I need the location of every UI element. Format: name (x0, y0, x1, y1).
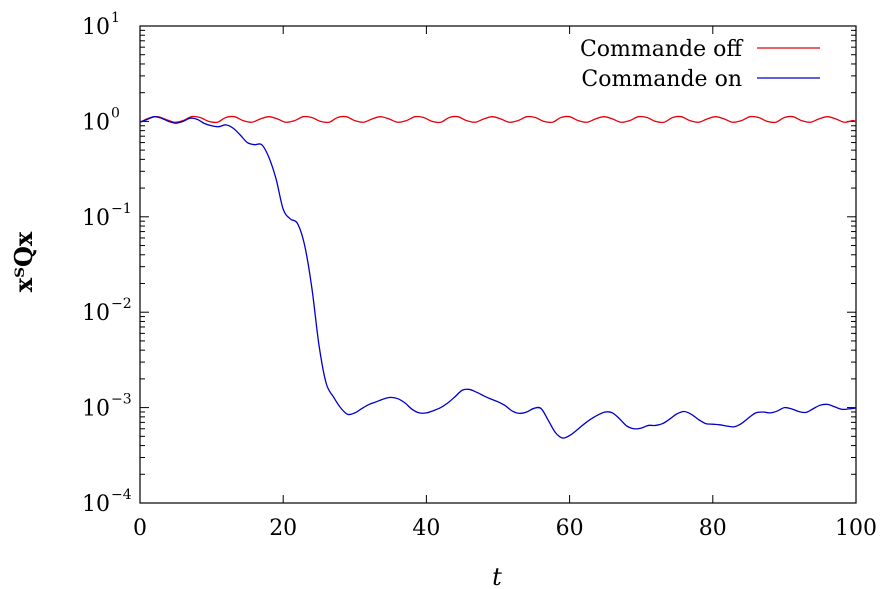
x-tick-label: 60 (556, 516, 584, 541)
y-tick-exponent: −1 (111, 201, 132, 217)
y-axis-label: xᵀQx (9, 231, 38, 292)
legend: Commande off Commande on (580, 37, 820, 92)
y-tick-exponent: −2 (111, 296, 132, 312)
y-tick-label: 10 (82, 492, 110, 517)
y-tick-exponent: 1 (111, 10, 120, 26)
x-axis-label: t (492, 563, 502, 589)
plot-frame (139, 25, 857, 504)
axis-ticks (139, 25, 857, 504)
x-tick-label: 100 (835, 516, 877, 541)
y-tick-exponent: −4 (111, 487, 132, 503)
series-line-commande-on (139, 116, 857, 439)
legend-label-commande-off: Commande off (580, 37, 743, 62)
legend-label-commande-on: Commande on (581, 67, 742, 92)
y-tick-label: 10 (82, 397, 110, 422)
x-tick-label: 40 (412, 516, 440, 541)
x-tick-label: 20 (269, 516, 297, 541)
y-tick-label: 10 (82, 206, 110, 231)
y-tick-label: 10 (82, 301, 110, 326)
x-tick-label: 0 (133, 516, 147, 541)
series-line-commande-off (139, 115, 857, 124)
x-tick-label: 80 (699, 516, 727, 541)
y-tick-exponent: −3 (111, 392, 132, 408)
y-tick-label: 10 (82, 15, 110, 40)
y-tick-label: 10 (82, 110, 110, 135)
series-layer (139, 115, 857, 439)
y-tick-exponent: 0 (111, 105, 120, 121)
